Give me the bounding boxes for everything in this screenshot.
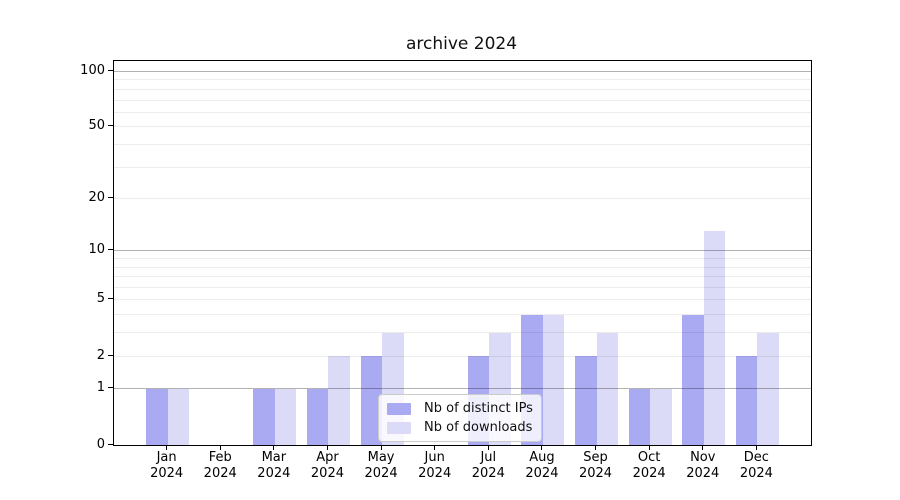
- x-tick-label: Feb 2024: [203, 450, 237, 481]
- bar-nb-of-distinct-ips-apr-2024: [307, 388, 329, 445]
- x-tick-label: Jan 2024: [150, 450, 184, 481]
- bar-nb-of-downloads-apr-2024: [328, 356, 350, 445]
- y-tick-label: 0: [96, 436, 105, 452]
- bar-nb-of-distinct-ips-jan-2024: [146, 388, 168, 445]
- bar-nb-of-downloads-nov-2024: [703, 231, 726, 445]
- x-tick-label: Aug 2024: [525, 450, 559, 481]
- x-tick-label: Nov 2024: [686, 450, 720, 481]
- y-tick-mark: [108, 125, 113, 127]
- y-tick-mark: [108, 197, 113, 199]
- y-tick-mark: [108, 443, 113, 445]
- chart-title: archive 2024: [405, 34, 518, 54]
- x-tick-mark: [273, 445, 275, 450]
- legend-swatch-distinct-ips: [387, 402, 411, 415]
- x-tick-mark: [487, 445, 489, 450]
- legend-item-downloads: Nb of downloads: [387, 420, 533, 435]
- y-tick-mark: [108, 387, 113, 389]
- bar-nb-of-downloads-dec-2024: [757, 332, 779, 445]
- bar-nb-of-downloads-jan-2024: [167, 388, 190, 445]
- bar-nb-of-downloads-oct-2024: [650, 388, 672, 445]
- bar-nb-of-distinct-ips-dec-2024: [735, 356, 758, 445]
- legend-label-downloads: Nb of downloads: [424, 420, 533, 435]
- x-tick-label: Mar 2024: [257, 450, 291, 481]
- bar-nb-of-distinct-ips-sep-2024: [575, 356, 597, 445]
- legend-swatch-downloads: [387, 421, 411, 434]
- x-tick-label: Jul 2024: [471, 450, 505, 481]
- x-tick-label: Dec 2024: [739, 450, 773, 481]
- x-tick-label: May 2024: [364, 450, 398, 481]
- y-tick-label: 2: [96, 347, 105, 363]
- y-tick-label: 1: [96, 380, 105, 396]
- bar-nb-of-distinct-ips-nov-2024: [682, 314, 704, 445]
- x-tick-mark: [326, 445, 328, 450]
- bar-nb-of-downloads-aug-2024: [542, 314, 565, 445]
- x-tick-label: Apr 2024: [310, 450, 344, 481]
- bar-nb-of-downloads-sep-2024: [596, 332, 618, 445]
- bar-nb-of-distinct-ips-oct-2024: [628, 388, 651, 445]
- legend-label-distinct-ips: Nb of distinct IPs: [424, 401, 533, 416]
- y-tick-label: 100: [80, 63, 105, 78]
- x-tick-mark: [380, 445, 382, 450]
- y-tick-label: 50: [88, 118, 105, 134]
- x-tick-mark: [166, 445, 168, 450]
- y-tick-mark: [108, 70, 113, 71]
- x-tick-label: Oct 2024: [632, 450, 666, 481]
- y-tick-mark: [108, 249, 113, 251]
- bar-nb-of-downloads-mar-2024: [274, 388, 297, 445]
- x-tick-mark: [595, 445, 597, 450]
- y-tick-mark: [108, 354, 113, 356]
- x-tick-mark: [702, 445, 704, 450]
- bar-nb-of-distinct-ips-mar-2024: [253, 388, 275, 445]
- plot-area: Nb of distinct IPs Nb of downloads: [113, 60, 812, 446]
- x-tick-mark: [541, 445, 543, 450]
- x-tick-label: Jun 2024: [418, 450, 452, 481]
- x-tick-mark: [755, 445, 757, 450]
- y-tick-label: 20: [88, 190, 105, 206]
- legend-item-distinct-ips: Nb of distinct IPs: [387, 401, 533, 416]
- x-tick-label: Sep 2024: [578, 450, 613, 481]
- bar-nb-of-distinct-ips-may-2024: [360, 356, 383, 445]
- y-tick-label: 10: [88, 242, 105, 258]
- x-tick-mark: [434, 445, 436, 450]
- y-tick-mark: [108, 298, 113, 300]
- x-tick-mark: [219, 445, 221, 450]
- legend: Nb of distinct IPs Nb of downloads: [378, 394, 542, 442]
- bars-layer: [114, 61, 811, 445]
- y-tick-label: 5: [96, 291, 105, 307]
- x-tick-mark: [648, 445, 650, 450]
